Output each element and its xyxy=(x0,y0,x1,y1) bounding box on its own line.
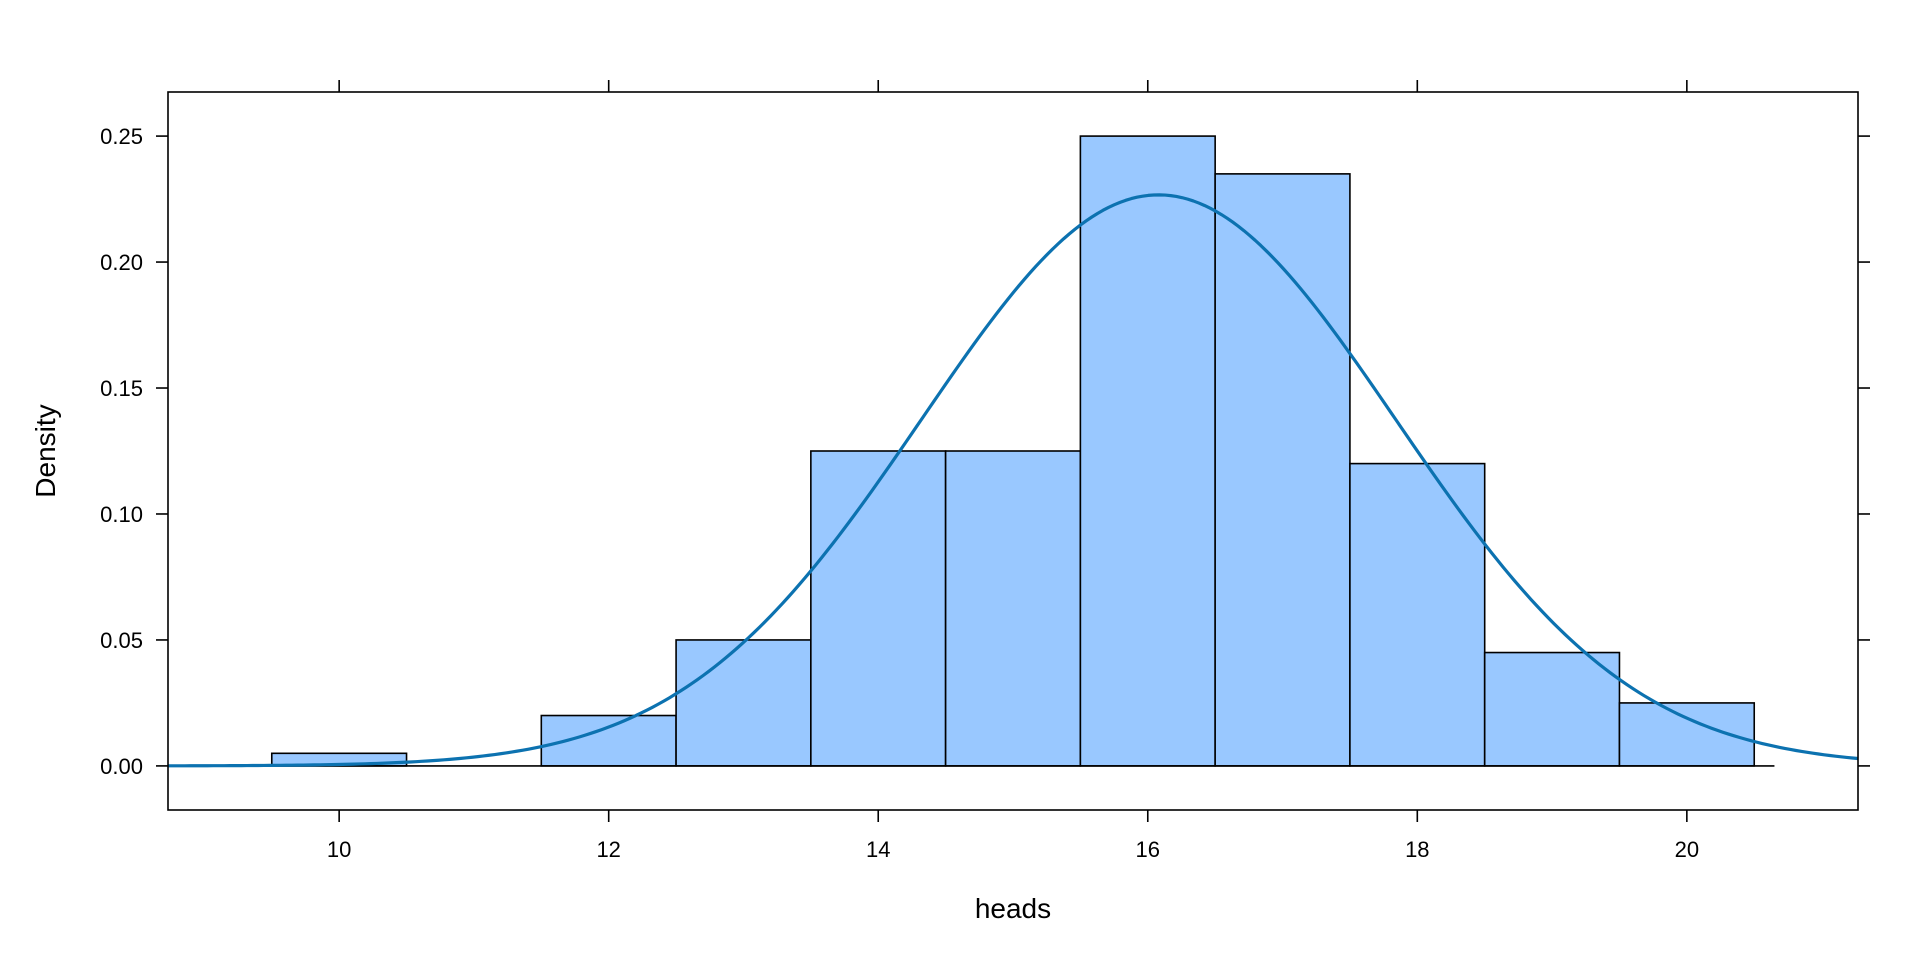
histogram-bar-8 xyxy=(1349,462,1486,767)
x-tick-label-1: 12 xyxy=(596,837,620,862)
y-tick-label-3: 0.15 xyxy=(100,376,143,401)
y-tick-label-2: 0.10 xyxy=(100,502,143,527)
histogram-bar-3 xyxy=(675,639,812,767)
x-axis-label: heads xyxy=(975,893,1051,924)
x-tick-label-4: 18 xyxy=(1405,837,1429,862)
y-tick-label-4: 0.20 xyxy=(100,250,143,275)
y-tick-label-5: 0.25 xyxy=(100,124,143,149)
plot-frame xyxy=(167,91,1859,811)
density-curve-layer xyxy=(167,193,1859,768)
ticks-layer: 10 12 14 16 18 20 0.00 0.05 0.10 0.15 0.20 0.25 xyxy=(100,80,1870,862)
histogram-bar-7 xyxy=(1214,173,1351,767)
y-tick-label-0: 0.00 xyxy=(100,754,143,779)
x-tick-label-0: 10 xyxy=(327,837,351,862)
y-axis-label: Density xyxy=(30,404,61,497)
y-tick-label-1: 0.05 xyxy=(100,628,143,653)
histogram-bar-6 xyxy=(1079,135,1216,767)
x-tick-label-3: 16 xyxy=(1136,837,1160,862)
x-tick-label-2: 14 xyxy=(866,837,890,862)
histogram-bar-5 xyxy=(944,450,1082,767)
bars-layer xyxy=(270,135,1756,767)
histogram-bar-4 xyxy=(810,450,947,767)
histogram-bar-9 xyxy=(1483,651,1621,767)
x-tick-label-5: 20 xyxy=(1675,837,1699,862)
density-curve xyxy=(167,193,1859,768)
